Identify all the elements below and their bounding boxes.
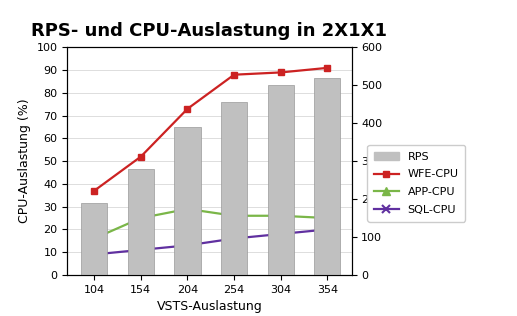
Bar: [268, 85, 294, 275]
Y-axis label: CPU-Auslastung (%): CPU-Auslastung (%): [18, 99, 31, 223]
Bar: [174, 127, 201, 275]
Legend: RPS, WFE-CPU, APP-CPU, SQL-CPU: RPS, WFE-CPU, APP-CPU, SQL-CPU: [368, 145, 465, 222]
Bar: [81, 203, 108, 275]
X-axis label: VSTS-Auslastung: VSTS-Auslastung: [157, 300, 262, 313]
Bar: [128, 169, 154, 275]
Y-axis label: RPS: RPS: [383, 149, 397, 173]
Bar: [314, 78, 340, 275]
Title: RPS- und CPU-Auslastung in 2X1X1: RPS- und CPU-Auslastung in 2X1X1: [32, 22, 387, 40]
Bar: [221, 102, 247, 275]
